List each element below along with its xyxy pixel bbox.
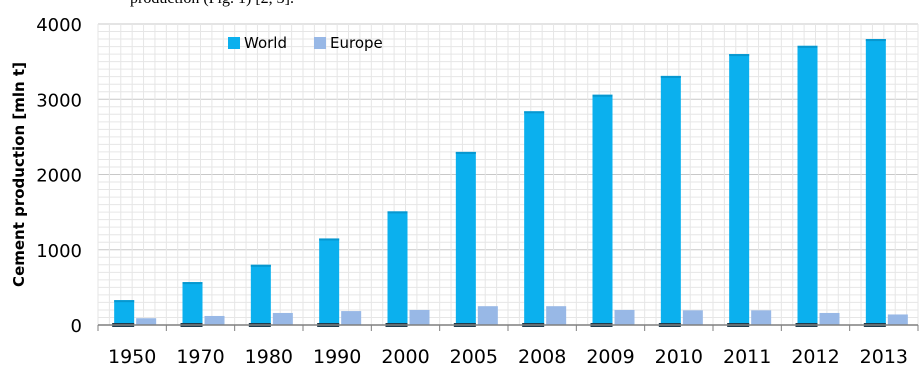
bar-europe-1980 [272,312,293,325]
bar-world-1970 [182,282,203,325]
x-tick-label: 2011 [723,346,771,367]
bar-world-2010 [660,75,681,325]
y-tick-label: 3000 [36,90,82,111]
bar-top-edge [387,211,408,214]
x-tick-label: 2008 [518,346,566,367]
x-tick-label: 2000 [381,346,429,367]
bar-europe-1950 [136,318,157,325]
bar-top-edge [592,94,613,97]
bar-top-edge [250,264,271,267]
bar-top-edge [455,151,476,154]
bar-europe-2013 [887,314,908,325]
bar-europe-2000 [409,309,430,325]
bar-europe-2008 [546,306,567,325]
grid-lines [97,23,919,326]
bar-world-2005 [455,151,476,325]
x-tick-label: 1950 [108,346,156,367]
bar-europe-1990 [341,311,362,325]
bar-top-edge [797,45,818,48]
bar-top-edge [729,54,750,57]
bar-world-2012 [797,45,818,325]
x-tick-label: 1970 [176,346,224,367]
x-tick-label: 2009 [586,346,634,367]
bar-world-2008 [524,111,545,325]
bar-top-edge [524,111,545,114]
bar-europe-2012 [819,312,840,325]
y-tick-label: 0 [71,316,82,337]
x-tick-label: 1990 [313,346,361,367]
legend: World Europe [228,34,383,52]
bar-world-2013 [865,39,886,326]
bar-world-1990 [319,238,340,325]
caption-text: production (Fig. 1) [2, 3]. [130,0,294,8]
bar-top-edge [865,39,886,42]
bar-world-1950 [114,300,135,325]
bar-europe-2005 [477,306,498,325]
x-tick-label: 2013 [860,346,908,367]
x-tick-label: 2005 [450,346,498,367]
bar-world-2009 [592,94,613,325]
bar-world-1980 [250,264,271,325]
bar-europe-2009 [614,309,635,325]
bar-world-2011 [729,54,750,325]
legend-label-europe: Europe [330,34,383,52]
bar-world-2000 [387,211,408,325]
bar-top-edge [114,300,135,303]
legend-label-world: World [244,34,287,52]
bar-europe-1970 [204,315,225,325]
x-tick-labels: 1950 1970 1980 1990 2000 2005 2008 2009 2010 2011… [97,325,919,367]
y-tick-labels: 0 1000 2000 3000 4000 [36,15,82,337]
x-tick-label: 2010 [655,346,703,367]
bar-top-edge [182,282,203,285]
bar-europe-2010 [682,310,703,325]
bar-europe-2011 [751,310,772,325]
y-tick-label: 2000 [36,166,82,187]
bar-top-edge [660,75,681,78]
y-tick-label: 1000 [36,241,82,262]
y-tick-label: 4000 [36,15,82,36]
legend-swatch-world [228,37,240,49]
x-tick-label: 2012 [791,346,839,367]
y-axis-title: Cement production [mln t] [10,62,28,287]
legend-swatch-europe [314,37,326,49]
bar-top-edge [319,238,340,241]
x-tick-label: 1980 [245,346,293,367]
bars [112,39,908,327]
